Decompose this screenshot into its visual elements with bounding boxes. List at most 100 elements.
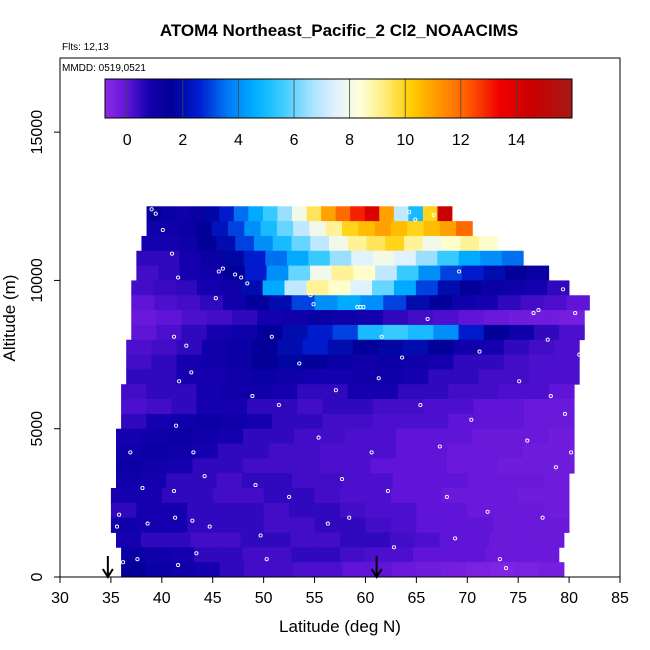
measurement-point xyxy=(140,485,145,491)
heatmap-cell xyxy=(458,324,485,341)
heatmap-cell xyxy=(328,280,351,296)
colorbar-segment xyxy=(158,79,163,118)
heatmap-cell xyxy=(196,280,220,296)
measurement-point xyxy=(173,515,178,520)
heatmap-cell xyxy=(277,206,293,222)
measurement-point xyxy=(171,334,177,339)
heatmap-cell xyxy=(219,206,235,222)
colorbar-segment xyxy=(568,79,573,118)
heatmap-cell xyxy=(422,206,438,222)
heatmap-cell xyxy=(166,428,193,444)
heatmap-cell xyxy=(110,488,137,504)
colorbar-segment xyxy=(328,79,333,118)
colorbar-segment xyxy=(295,79,299,118)
colorbar-segment xyxy=(371,79,376,118)
colorbar-segment xyxy=(338,79,343,118)
heatmap-cell xyxy=(518,488,545,504)
colorbar-tick-label: 2 xyxy=(178,132,187,149)
heatmap-cell xyxy=(485,547,511,563)
heatmap-cell xyxy=(473,399,500,415)
heatmap-cell xyxy=(461,265,485,281)
heatmap-cell xyxy=(543,473,570,489)
heatmap-cell xyxy=(392,473,419,489)
heatmap-cell xyxy=(297,399,323,415)
colorbar-segment xyxy=(175,79,179,118)
heatmap-cell xyxy=(288,265,311,281)
heatmap-cell xyxy=(559,324,585,341)
measurement-point xyxy=(106,429,111,434)
heatmap-cell xyxy=(390,517,417,533)
colorbar-segment xyxy=(198,79,203,118)
heatmap-cell xyxy=(497,443,524,459)
x-tick-label: 50 xyxy=(255,590,273,607)
colorbar-segment xyxy=(218,79,223,118)
heatmap-cell xyxy=(501,250,524,266)
heatmap-cell xyxy=(428,369,454,385)
heatmap-cell xyxy=(293,562,319,578)
heatmap-cell xyxy=(393,280,417,296)
measurement-point xyxy=(114,524,120,529)
flights-label: Flts: 12,13 xyxy=(62,42,109,53)
heatmap-cell xyxy=(314,295,338,311)
heatmap-cell xyxy=(337,295,361,311)
heatmap-cell xyxy=(352,354,379,370)
heatmap-cell xyxy=(192,428,219,444)
heatmap-cell xyxy=(212,517,239,533)
heatmap-cell xyxy=(458,310,485,326)
colorbar-segment xyxy=(461,79,466,118)
heatmap-cell xyxy=(367,562,393,578)
heatmap-cell xyxy=(549,384,575,400)
heatmap-cell xyxy=(440,265,463,281)
heatmap-cell xyxy=(215,532,241,548)
heatmap-cell xyxy=(262,280,285,296)
measurement-point xyxy=(176,563,181,568)
heatmap-cell xyxy=(121,399,147,415)
heatmap-cell xyxy=(217,428,244,444)
heatmap-cell xyxy=(527,265,550,281)
heatmap-cell xyxy=(268,443,295,459)
heatmap-cell xyxy=(335,206,351,222)
heatmap-cell xyxy=(554,369,580,385)
heatmap-cell xyxy=(412,547,438,563)
heatmap-cell xyxy=(191,473,218,489)
heatmap-cell xyxy=(242,547,268,563)
colorbar-segment xyxy=(265,79,269,118)
heatmap-cell xyxy=(461,547,487,563)
heatmap-cell xyxy=(121,547,146,563)
heatmap-cell xyxy=(382,324,409,341)
heatmap-cell xyxy=(458,250,481,266)
heatmap-cell xyxy=(306,206,322,222)
colorbar-segment xyxy=(538,79,543,118)
colorbar-segment xyxy=(431,79,436,118)
x-axis: 30 35 40 45 50 55 60 65 70 75 80 85 xyxy=(51,577,629,607)
measurement-point xyxy=(517,379,522,384)
heatmap-cell xyxy=(196,399,223,415)
heatmap-cell xyxy=(357,310,384,326)
heatmap-cell xyxy=(161,206,177,222)
heatmap-cell xyxy=(302,339,328,355)
colorbar-segment xyxy=(348,79,353,118)
colorbar-segment xyxy=(301,79,306,118)
heatmap-cell xyxy=(345,458,371,474)
colorbar-segment xyxy=(148,79,153,118)
colorbar-segment xyxy=(228,79,233,118)
heatmap-cell xyxy=(342,473,369,489)
heatmap-cell xyxy=(216,473,243,489)
colorbar-segment xyxy=(368,79,373,118)
heatmap-cell xyxy=(503,354,530,370)
heatmap-cell xyxy=(216,235,236,252)
heatmap-cell xyxy=(319,443,346,459)
heatmap-cell xyxy=(479,235,499,252)
heatmap-cell xyxy=(151,339,177,355)
colorbar-segment xyxy=(321,79,326,118)
heatmap-cell xyxy=(161,517,188,533)
heatmap-cell xyxy=(196,384,223,400)
heatmap-cell xyxy=(358,221,376,237)
heatmap-cell xyxy=(433,324,459,341)
heatmap-cell xyxy=(423,384,449,400)
heatmap-cell xyxy=(416,488,443,504)
measurement-point xyxy=(135,557,140,562)
heatmap-cell xyxy=(307,310,334,326)
colorbar-frame xyxy=(104,78,573,119)
heatmap-cell xyxy=(423,221,441,237)
